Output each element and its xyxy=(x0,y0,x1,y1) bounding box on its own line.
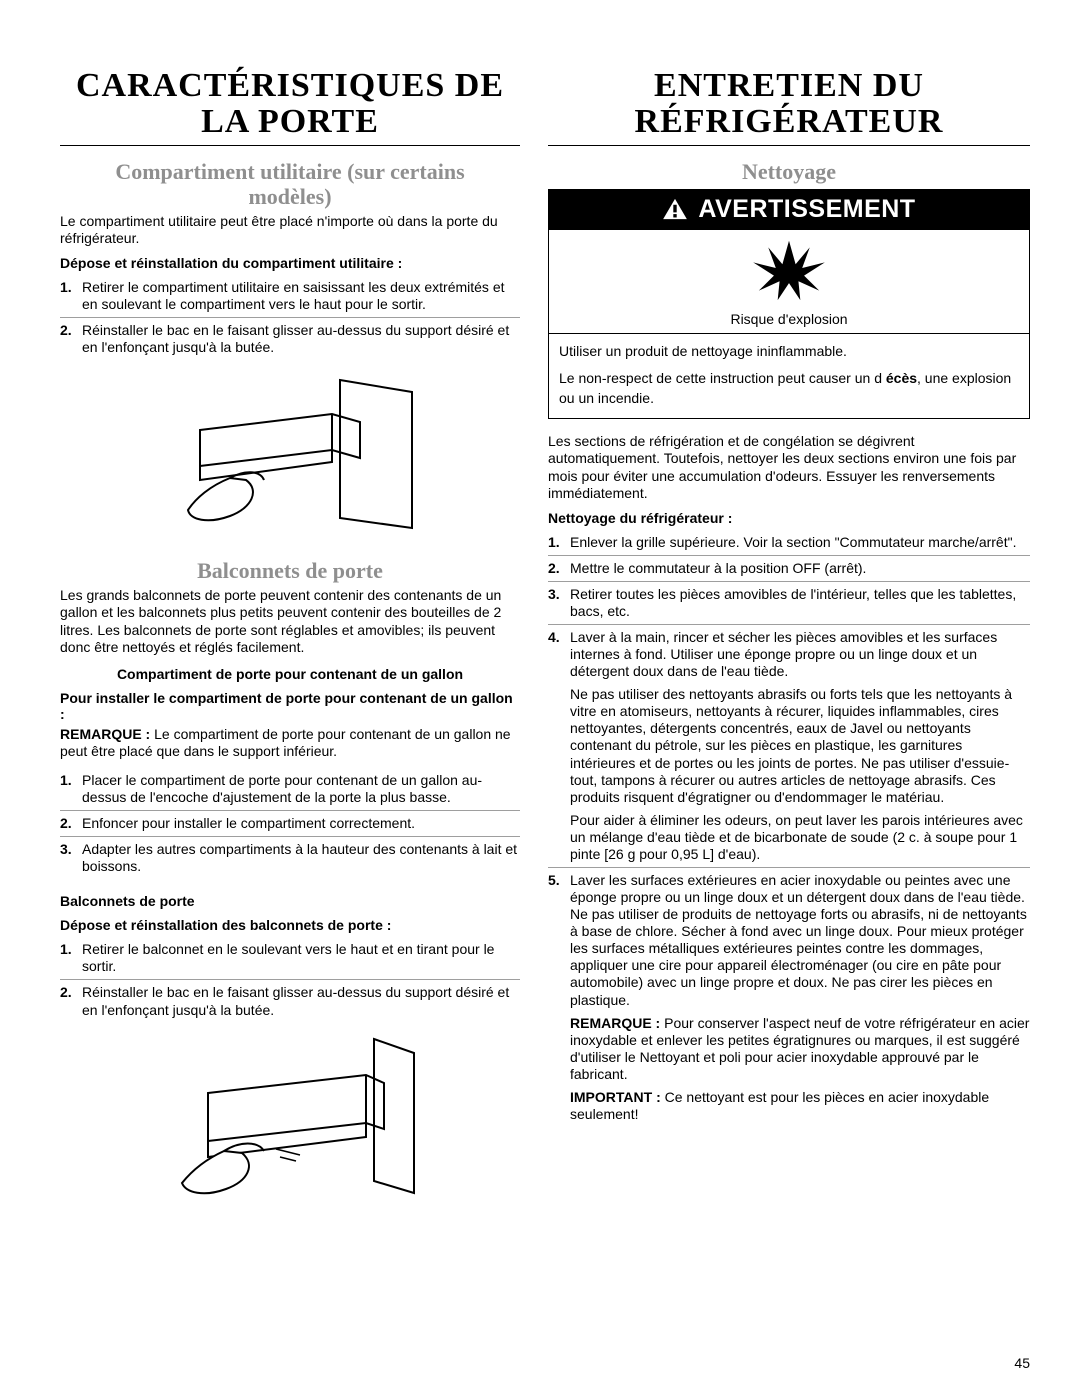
left-head3: Balconnets de porte xyxy=(60,893,520,909)
left-head1: Dépose et réinstallation du compartiment… xyxy=(60,255,520,271)
li5-remark-label: REMARQUE : xyxy=(570,1015,660,1031)
left-column: Caractéristiques de la porte Compartimen… xyxy=(60,60,520,1222)
right-section-title: Entretien du réfrigérateur xyxy=(548,68,1030,139)
warning-p1: Utiliser un produit de nettoyage ininfla… xyxy=(559,342,1019,362)
left-remark1: REMARQUE : Le compartiment de porte pour… xyxy=(60,726,520,760)
figure-utility-compartment xyxy=(60,370,520,545)
door-bin-illustration xyxy=(160,1033,420,1203)
list-item: Enfoncer pour installer le compartiment … xyxy=(60,811,520,837)
right-head1: Nettoyage du réfrigérateur : xyxy=(548,510,1030,526)
explosion-icon-row xyxy=(549,230,1029,309)
warning-p2: Le non-respect de cette instruction peut… xyxy=(559,369,1019,408)
remark-label: REMARQUE : xyxy=(60,726,150,742)
li4-b: Ne pas utiliser des nettoyants abrasifs … xyxy=(570,686,1030,806)
left-list1: Retirer le compartiment utilitaire en sa… xyxy=(60,275,520,360)
left-title-line1: Caractéristiques de xyxy=(76,67,504,104)
li5-remark: REMARQUE : Pour conserver l'aspect neuf … xyxy=(570,1015,1030,1083)
left-sub2: Balconnets de porte xyxy=(60,559,520,583)
list-item: Laver les surfaces extérieures en acier … xyxy=(548,868,1030,1127)
right-title-rule xyxy=(548,145,1030,146)
li5-important: IMPORTANT : Ce nettoyant est pour les pi… xyxy=(570,1089,1030,1123)
list-item: Retirer le balconnet en le soulevant ver… xyxy=(60,937,520,980)
li4-a: Laver à la main, rincer et sécher les pi… xyxy=(570,629,997,679)
list-item: Réinstaller le bac en le faisant glisser… xyxy=(60,980,520,1022)
left-intro1: Le compartiment utilitaire peut être pla… xyxy=(60,213,520,247)
warning-title: AVERTISSEMENT xyxy=(698,195,915,224)
list-item: Enlever la grille supérieure. Voir la se… xyxy=(548,530,1030,556)
list-item: Retirer le compartiment utilitaire en sa… xyxy=(60,275,520,318)
left-head4: Dépose et réinstallation des balconnets … xyxy=(60,917,520,933)
left-sub1-l2: modèles) xyxy=(248,184,331,209)
page-number: 45 xyxy=(1014,1355,1030,1371)
left-list3: Retirer le balconnet en le soulevant ver… xyxy=(60,937,520,1022)
left-sub1: Compartiment utilitaire (sur certains mo… xyxy=(60,160,520,208)
right-title-line2: réfrigérateur xyxy=(635,103,944,140)
two-column-layout: Caractéristiques de la porte Compartimen… xyxy=(60,60,1030,1222)
left-intro2: Les grands balconnets de porte peuvent c… xyxy=(60,587,520,655)
right-sub1: Nettoyage xyxy=(548,160,1030,184)
right-list1: Enlever la grille supérieure. Voir la se… xyxy=(548,530,1030,1127)
warning-box: Risque d'explosion Utiliser un produit d… xyxy=(548,230,1030,420)
li4-c: Pour aider à éliminer les odeurs, on peu… xyxy=(570,812,1030,863)
list-item: Retirer toutes les pièces amovibles de l… xyxy=(548,582,1030,625)
warning-label: Risque d'explosion xyxy=(549,309,1029,333)
warning-text: Utiliser un produit de nettoyage ininfla… xyxy=(549,334,1029,419)
left-title-line2: la porte xyxy=(201,103,379,140)
list-item: Mettre le commutateur à la position OFF … xyxy=(548,556,1030,582)
warning-triangle-icon xyxy=(662,198,688,220)
list-item: Placer le compartiment de porte pour con… xyxy=(60,768,520,811)
warning-banner: AVERTISSEMENT xyxy=(548,189,1030,230)
left-sub1-l1: Compartiment utilitaire (sur certains xyxy=(115,159,464,184)
li5-imp-label: IMPORTANT : xyxy=(570,1089,661,1105)
li5-a: Laver les surfaces extérieures en acier … xyxy=(570,872,1027,1008)
left-section-title: Caractéristiques de la porte xyxy=(60,68,520,139)
left-center1: Compartiment de porte pour contenant de … xyxy=(60,666,520,682)
compartment-illustration xyxy=(160,370,420,540)
explosion-icon xyxy=(751,236,827,302)
figure-door-bin xyxy=(60,1033,520,1208)
right-column: Entretien du réfrigérateur Nettoyage AVE… xyxy=(548,60,1030,1222)
warn-p2a: Le non-respect de cette instruction peut… xyxy=(559,370,882,386)
left-list2: Placer le compartiment de porte pour con… xyxy=(60,768,520,879)
list-item: Laver à la main, rincer et sécher les pi… xyxy=(548,625,1030,868)
warn-p2-bold: écès xyxy=(886,370,917,386)
list-item: Réinstaller le bac en le faisant glisser… xyxy=(60,318,520,360)
list-item: Adapter les autres compartiments à la ha… xyxy=(60,837,520,879)
page: Caractéristiques de la porte Compartimen… xyxy=(0,0,1080,1397)
left-title-rule xyxy=(60,145,520,146)
left-head2: Pour installer le compartiment de porte … xyxy=(60,690,520,722)
right-intro1: Les sections de réfrigération et de cong… xyxy=(548,433,1030,501)
right-title-line1: Entretien du xyxy=(654,67,924,104)
